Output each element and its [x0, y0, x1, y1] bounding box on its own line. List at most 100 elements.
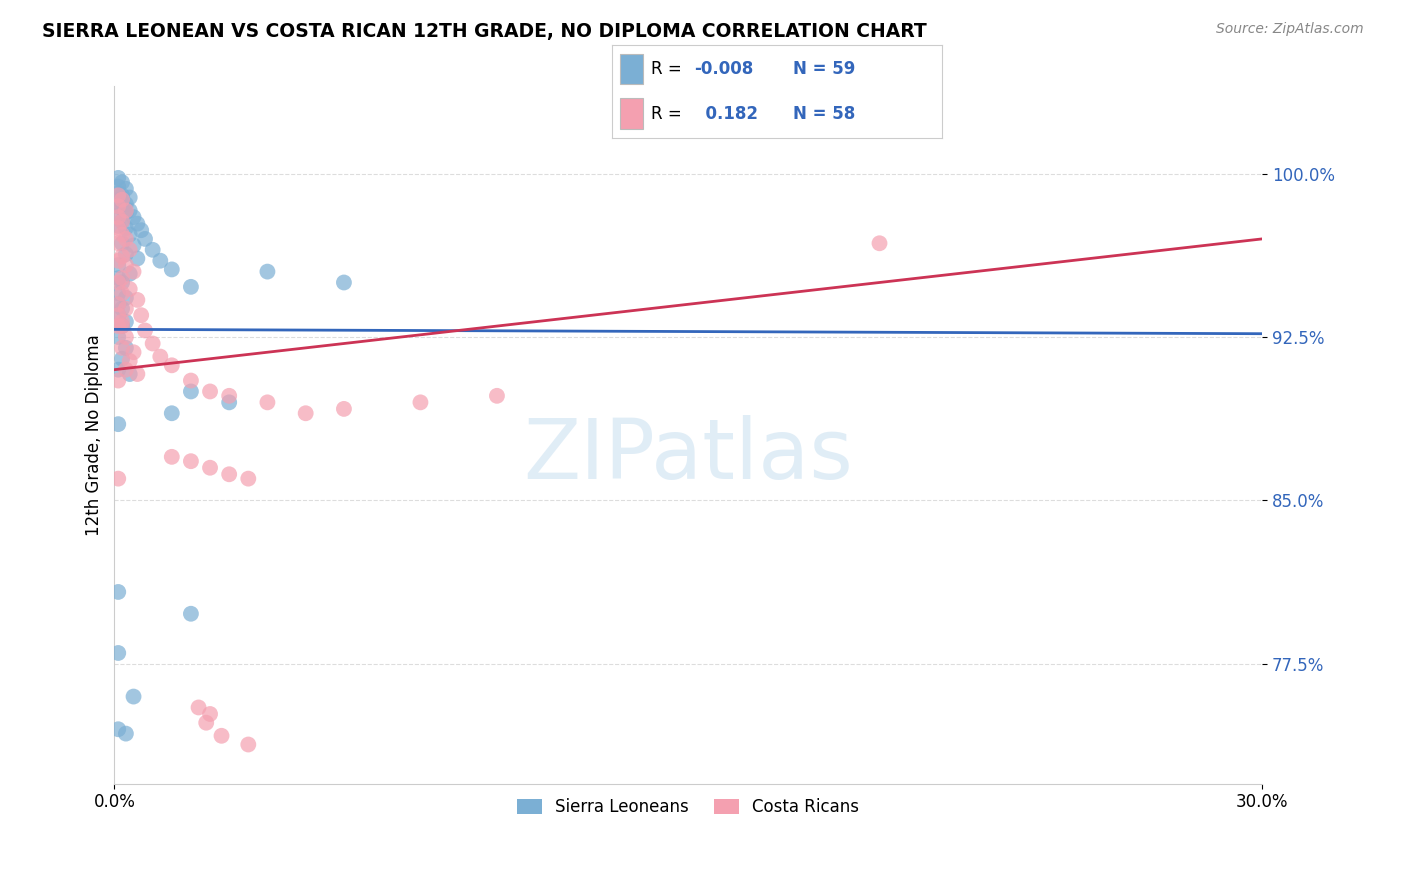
Point [115, 362, 138, 376]
Point [127, 252, 149, 266]
Point [333, 401, 356, 416]
Point [160, 262, 183, 277]
Point [198, 384, 221, 399]
Point [107, 193, 129, 207]
Point [129, 223, 152, 237]
Point [107, 199, 129, 213]
Point [122, 238, 145, 252]
Point [111, 319, 134, 334]
Point [333, 276, 356, 290]
Point [409, 395, 432, 409]
Point [107, 472, 129, 486]
Point [111, 188, 134, 202]
Point [111, 175, 134, 189]
Y-axis label: 12th Grade, No Diploma: 12th Grade, No Diploma [86, 334, 103, 536]
Point [107, 374, 129, 388]
Point [142, 243, 165, 257]
Text: ZIPatlas: ZIPatlas [523, 416, 853, 497]
Point [107, 219, 129, 233]
Point [115, 301, 138, 316]
Point [122, 210, 145, 224]
Point [122, 264, 145, 278]
Point [118, 282, 141, 296]
Point [118, 243, 141, 257]
Point [149, 350, 172, 364]
Point [129, 308, 152, 322]
Text: Source: ZipAtlas.com: Source: ZipAtlas.com [1216, 22, 1364, 37]
Point [256, 395, 278, 409]
Point [115, 258, 138, 272]
Point [107, 297, 129, 311]
Point [218, 389, 240, 403]
Point [118, 190, 141, 204]
Point [198, 706, 221, 721]
Point [111, 236, 134, 251]
Point [294, 406, 316, 420]
Point [107, 286, 129, 301]
Point [111, 214, 134, 228]
Point [107, 276, 129, 290]
Point [115, 291, 138, 305]
Point [107, 362, 129, 376]
Point [107, 297, 129, 311]
Point [107, 179, 129, 194]
Point [111, 319, 134, 334]
Point [115, 203, 138, 218]
Point [111, 286, 134, 301]
Point [180, 374, 202, 388]
Legend: Sierra Leoneans, Costa Ricans: Sierra Leoneans, Costa Ricans [509, 789, 868, 824]
Text: R =: R = [651, 105, 682, 123]
Point [107, 417, 129, 432]
Point [111, 214, 134, 228]
Point [198, 460, 221, 475]
Point [111, 276, 134, 290]
Point [111, 227, 134, 242]
Point [107, 253, 129, 268]
Point [180, 280, 202, 294]
Point [111, 315, 134, 329]
Point [122, 345, 145, 359]
Point [869, 236, 891, 251]
Point [115, 247, 138, 261]
Point [107, 723, 129, 737]
Point [115, 232, 138, 246]
Point [238, 472, 260, 486]
Point [115, 221, 138, 235]
Point [118, 367, 141, 381]
Point [134, 323, 156, 337]
Point [111, 193, 134, 207]
Point [111, 351, 134, 366]
Point [107, 258, 129, 272]
Text: -0.008: -0.008 [695, 61, 754, 78]
Point [187, 700, 209, 714]
Point [195, 715, 218, 730]
Point [149, 253, 172, 268]
Point [160, 406, 183, 420]
Point [107, 188, 129, 202]
Point [111, 194, 134, 209]
Point [118, 227, 141, 242]
Text: N = 59: N = 59 [793, 61, 856, 78]
Point [115, 341, 138, 355]
Point [118, 267, 141, 281]
Point [115, 330, 138, 344]
Text: 0.182: 0.182 [695, 105, 758, 123]
Point [107, 319, 129, 334]
Point [127, 367, 149, 381]
Point [115, 182, 138, 196]
Point [115, 726, 138, 740]
Point [107, 210, 129, 224]
Point [485, 389, 508, 403]
Text: R =: R = [651, 61, 682, 78]
Point [107, 208, 129, 222]
Point [127, 293, 149, 307]
Point [107, 585, 129, 599]
Point [118, 203, 141, 218]
Point [118, 354, 141, 368]
Point [107, 170, 129, 185]
Point [142, 336, 165, 351]
Point [218, 395, 240, 409]
Point [111, 341, 134, 355]
Point [180, 454, 202, 468]
Point [111, 202, 134, 216]
